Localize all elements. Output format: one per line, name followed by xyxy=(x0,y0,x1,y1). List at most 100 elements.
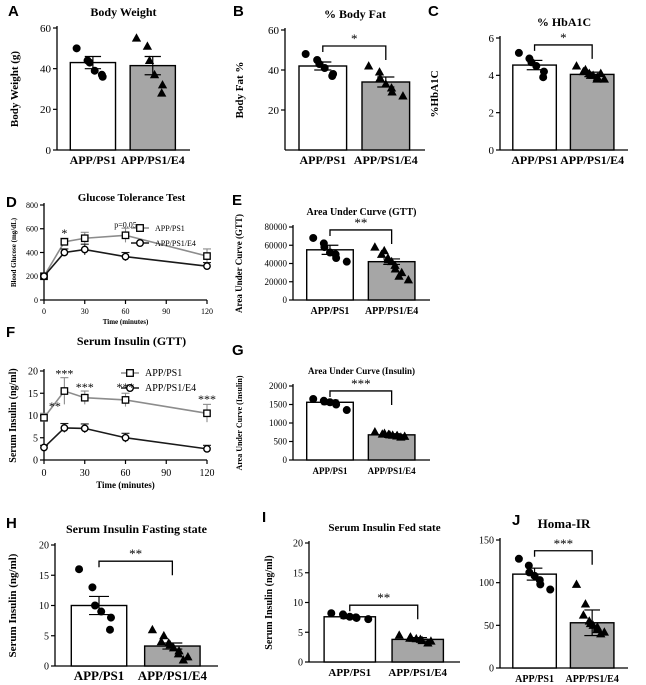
panel-d-legend-label: APP/PS1/E4 xyxy=(155,239,196,248)
panel-f-x-tick-label: 0 xyxy=(42,468,47,479)
panel-c-significance-bracket xyxy=(533,44,593,59)
panel-i-y-tick-label: 5 xyxy=(298,628,303,639)
panel-e-data-point xyxy=(309,233,318,242)
panel-h-y-tick-label: 20 xyxy=(39,541,49,552)
panel-d-y-tick-label: 200 xyxy=(26,272,38,281)
panel-f-data-point xyxy=(203,444,211,453)
panel-f-y-tick-label: 15 xyxy=(28,389,38,400)
panel-f-data-point xyxy=(121,396,130,404)
panel-g-data-point xyxy=(396,432,406,441)
panel-i-data-point xyxy=(417,635,427,645)
panel-h-category-label: APP/PS1/E4 xyxy=(138,668,208,683)
panel-g-data-point xyxy=(377,429,387,438)
panel-a-data-point xyxy=(144,55,155,65)
panel-c-data-point xyxy=(514,48,523,57)
panel-c-data-point xyxy=(578,66,589,76)
panel-f-legend-label: APP/PS1 xyxy=(145,368,182,379)
panel-i-bar xyxy=(323,616,377,663)
panel-i-title: Serum Insulin Fed state xyxy=(328,522,440,534)
panel-i-y-tick-label: 20 xyxy=(293,539,303,550)
panel-i-y-tick-label: 10 xyxy=(293,598,303,609)
panel-b-data-point xyxy=(315,60,324,69)
panel-g-y-tick-label: 500 xyxy=(274,437,288,447)
panel-i-category-label: APP/PS1 xyxy=(328,667,371,679)
panel-h-data-point xyxy=(97,607,106,616)
panel-e-data-point xyxy=(320,243,329,252)
panel-j-significance-bracket xyxy=(533,550,593,565)
panel-b-data-point xyxy=(328,71,337,80)
panel-a-y-tick-label: 60 xyxy=(40,23,52,35)
panel-i-data-point xyxy=(405,633,415,642)
panel-f-annotation: *** xyxy=(117,380,135,394)
panel-b-letter: B xyxy=(233,3,244,20)
panel-b-category-label: APP/PS1 xyxy=(299,153,346,167)
panel-b-y-tick-label: 40 xyxy=(268,65,280,77)
panel-j-category-label: APP/PS1 xyxy=(515,674,554,685)
panel-a-data-point xyxy=(90,66,99,75)
panel-c-y-tick-label: 4 xyxy=(489,70,495,82)
panel-a-data-point xyxy=(142,41,153,50)
panel-d-data-point xyxy=(40,272,48,281)
panel-g-title: Area Under Curve (Insulin) xyxy=(308,366,415,376)
panel-g-significance-bracket xyxy=(329,390,393,405)
panel-e-data-point xyxy=(390,264,400,273)
panel-d-title: Glucose Tolerance Test xyxy=(78,192,186,204)
panel-j-y-tick-label: 100 xyxy=(479,578,494,589)
panel-h-data-point xyxy=(105,625,114,634)
panel-i-data-point xyxy=(327,609,336,618)
panel-f-data-point xyxy=(80,424,89,433)
panel-e-significance-label: ** xyxy=(354,215,367,230)
panel-f-y-tick-label: 0 xyxy=(33,456,38,467)
panel-c-title: % HbA1C xyxy=(537,15,591,29)
panel-j-data-point xyxy=(536,580,545,589)
panel-j-y-tick-label: 50 xyxy=(484,621,494,632)
panel-f-data-point xyxy=(80,393,89,402)
panel-g-significance-label: *** xyxy=(351,376,371,391)
panel-d-y-tick-label: 400 xyxy=(26,248,38,257)
panel-f-y-tick-label: 5 xyxy=(33,433,38,444)
panel-b-category-label: APP/PS1/E4 xyxy=(354,153,418,167)
panel-e-letter: E xyxy=(232,192,242,209)
panel-b-data-point xyxy=(301,50,310,59)
panel-f-legend-marker xyxy=(126,369,134,377)
panel-b-title: % Body Fat xyxy=(324,7,386,21)
panel-h-data-point xyxy=(106,613,115,622)
panel-j-y-tick-label: 150 xyxy=(479,536,494,547)
panel-i-significance-label: ** xyxy=(377,590,390,605)
panel-i-data-point xyxy=(423,638,433,647)
panel-i-y-tick-label: 15 xyxy=(293,568,303,579)
panel-i-y-label: Serum Insulin (ng/ml) xyxy=(264,555,275,649)
panel-c-data-point xyxy=(532,62,541,71)
panel-b-data-point xyxy=(364,61,374,70)
panel-a-data-point xyxy=(149,69,160,79)
panel-j-data-point xyxy=(596,629,606,638)
panel-h-data-point xyxy=(168,642,179,652)
panel-b-y-tick-label: 20 xyxy=(268,105,280,117)
panel-d-x-tick-label: 30 xyxy=(81,307,89,316)
panel-b-data-point xyxy=(387,87,397,96)
panel-c-letter: C xyxy=(428,3,439,20)
panel-b-bar xyxy=(298,65,348,151)
panel-c-bar xyxy=(512,64,558,151)
panel-g-y-label: Area Under Curve (Insulin) xyxy=(235,375,244,470)
panel-f-y-tick-label: 10 xyxy=(28,411,38,422)
panel-i-data-point xyxy=(364,615,373,624)
panel-c-data-point xyxy=(596,68,606,77)
panel-d-data-point xyxy=(121,252,130,261)
panel-h-data-point xyxy=(178,655,188,664)
panel-e-data-point xyxy=(394,271,404,280)
panel-a-title: Body Weight xyxy=(90,5,156,19)
panel-d-data-point xyxy=(60,237,69,246)
panel-a-data-point xyxy=(131,33,142,42)
panel-h-data-point xyxy=(88,583,97,592)
panel-e-data-point xyxy=(386,256,397,266)
panel-h-y-tick-label: 15 xyxy=(39,571,49,582)
panel-b-data-point xyxy=(320,63,329,72)
panel-b-data-point xyxy=(398,91,408,100)
panel-h-title: Serum Insulin Fasting state xyxy=(66,522,208,536)
panel-f-data-point xyxy=(60,387,69,395)
panel-d-data-point xyxy=(80,245,89,254)
panel-h-data-point xyxy=(173,649,184,658)
panel-e-y-label: Area Under Curve (GTT) xyxy=(234,214,244,313)
panel-f-y-tick-label: 20 xyxy=(28,367,38,378)
